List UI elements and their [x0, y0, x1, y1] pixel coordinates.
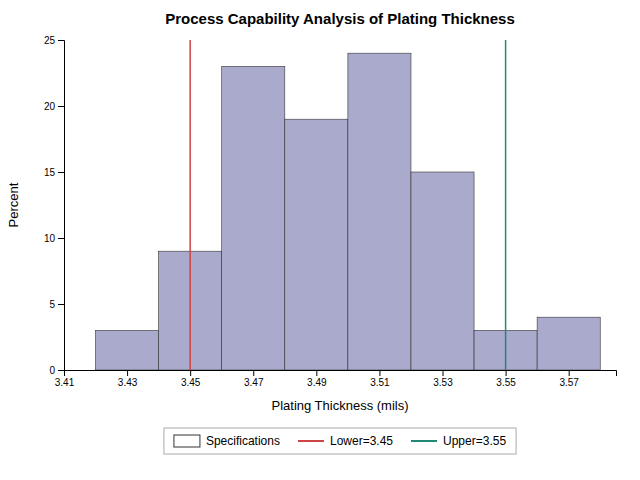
legend-frame: [164, 428, 516, 454]
chart: 3.41 3.43 3.45 3.47 3.49 3.51 3.53 3.55 3.57 0 5 10…: [0, 0, 640, 480]
x-tick: 3.43: [118, 370, 138, 388]
spec-line: [189, 40, 191, 370]
marks: [96, 40, 601, 370]
x-tick: 3.55: [496, 370, 516, 388]
x-tick-label: 3.43: [118, 377, 138, 388]
legend-item: Upper=3.55: [411, 434, 506, 448]
x-tick-mark: [316, 370, 317, 376]
x-tick-mark: [443, 370, 444, 376]
legend-swatch: [298, 440, 324, 442]
histogram-bar: [285, 119, 348, 370]
legend-label: Lower=3.45: [330, 434, 393, 448]
y-tick: 20: [44, 101, 64, 112]
y-tick-label: 5: [49, 299, 55, 310]
y-tick-mark: [58, 304, 64, 305]
y-tick: 25: [44, 35, 64, 46]
x-tick-label: 3.57: [559, 377, 579, 388]
y-tick: 10: [44, 233, 64, 244]
y-axis: 0 5 10 15 20 25: [44, 35, 65, 376]
x-tick-mark: [190, 370, 191, 376]
x-tick: 3.49: [307, 370, 327, 388]
x-tick: 3.57: [559, 370, 579, 388]
histogram-bar: [222, 66, 285, 370]
y-tick-mark: [58, 40, 64, 41]
histogram-bar: [537, 317, 600, 370]
legend: Specifications Lower=3.45 Upper=3.55: [164, 428, 516, 454]
legend-swatch: [411, 440, 437, 442]
x-tick-mark: [253, 370, 254, 376]
legend-item: Lower=3.45: [298, 434, 393, 448]
y-axis-line: [58, 41, 65, 371]
x-tick-mark: [506, 370, 507, 376]
x-tick-label: 3.41: [55, 377, 75, 388]
x-tick-label: 3.49: [307, 377, 327, 388]
x-tick: 3.53: [433, 370, 453, 388]
y-tick-label: 10: [44, 233, 56, 244]
y-tick-mark: [58, 238, 64, 239]
y-axis-title: Percent: [6, 182, 21, 227]
histogram-bar: [348, 53, 411, 370]
x-tick: 3.45: [181, 370, 201, 388]
legend-item: Specifications: [174, 434, 280, 448]
x-axis-line: [65, 371, 617, 377]
legend-swatch: [174, 435, 200, 447]
x-tick-mark: [569, 370, 570, 376]
plot-area: 3.41 3.43 3.45 3.47 3.49 3.51 3.53 3.55 3.57 0 5 10…: [44, 35, 617, 388]
x-axis: 3.41 3.43 3.45 3.47 3.49 3.51 3.53 3.55 3.57: [55, 370, 617, 388]
histogram-bar: [411, 172, 474, 370]
x-tick-mark: [379, 370, 380, 376]
x-axis-title: Plating Thickness (mils): [271, 398, 408, 413]
x-tick: 3.51: [370, 370, 390, 388]
x-tick: 3.47: [244, 370, 264, 388]
title: Process Capability Analysis of Plating T…: [165, 10, 515, 27]
legend-label: Upper=3.55: [443, 434, 506, 448]
x-tick: 3.41: [55, 370, 75, 388]
y-tick-mark: [58, 106, 64, 107]
legend-label: Specifications: [206, 434, 280, 448]
y-tick-mark: [58, 370, 64, 371]
y-tick-label: 20: [44, 101, 56, 112]
histogram-bar: [96, 330, 159, 370]
y-tick-label: 15: [44, 167, 56, 178]
x-tick-label: 3.51: [370, 377, 390, 388]
x-tick-label: 3.53: [433, 377, 453, 388]
x-tick-label: 3.55: [496, 377, 516, 388]
x-tick-mark: [127, 370, 128, 376]
spec-line: [505, 40, 507, 370]
y-tick: 15: [44, 167, 64, 178]
y-tick-label: 25: [44, 35, 56, 46]
x-tick-label: 3.45: [181, 377, 201, 388]
x-tick-label: 3.47: [244, 377, 264, 388]
y-tick-mark: [58, 172, 64, 173]
y-tick: 0: [49, 365, 64, 376]
y-tick: 5: [49, 299, 64, 310]
y-tick-label: 0: [49, 365, 55, 376]
